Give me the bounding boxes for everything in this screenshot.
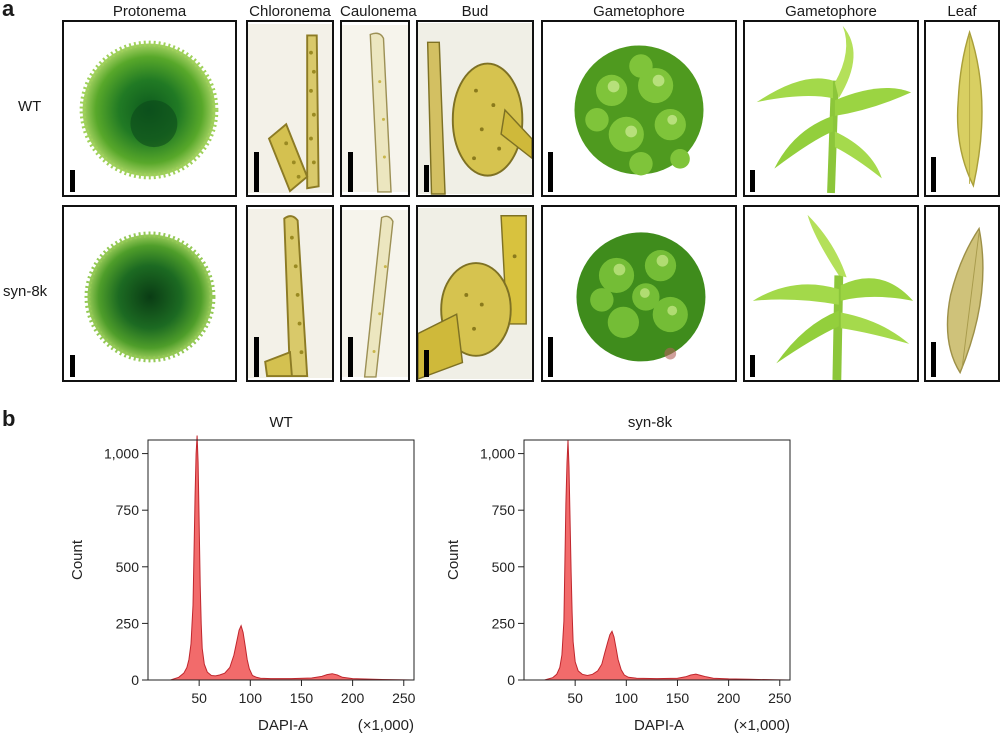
x-axis-label: DAPI-A [258, 717, 308, 734]
image-syn8k-gametophore-cluster [541, 205, 737, 382]
histogram-area [170, 435, 415, 681]
row-label-wt: WT [18, 98, 42, 115]
x-tick-label: 100 [615, 690, 639, 706]
x-tick-label: 50 [191, 690, 207, 706]
histogram-syn-8k: 0 250 500 750 1,000 50 100 150 200 250 Count DAPI-A… [445, 439, 792, 734]
x-tick-label: 200 [717, 690, 741, 706]
x-tick-label: 250 [392, 690, 416, 706]
image-syn8k-caulonema [340, 205, 410, 382]
column-label-protonema: Protonema [112, 3, 187, 20]
scale-bar [931, 157, 936, 192]
scale-bar [70, 170, 75, 192]
image-syn8k-gametophore-single [743, 205, 919, 382]
column-label-chloronema: Chloronema [249, 3, 331, 20]
column-label-gametophore-2: Gametophore [785, 3, 877, 20]
image-syn8k-protonema [62, 205, 237, 382]
scale-bar [254, 337, 259, 377]
y-tick-label: 750 [116, 502, 140, 518]
scale-bar [750, 355, 755, 377]
image-syn8k-leaf [924, 205, 1000, 382]
x-tick-label: 200 [341, 690, 365, 706]
plot-frame [523, 439, 791, 681]
y-tick-label: 250 [492, 615, 516, 631]
column-label-gametophore-1: Gametophore [593, 3, 685, 20]
y-tick-label: 1,000 [104, 446, 139, 462]
x-tick-label: 150 [666, 690, 690, 706]
y-axis-label: Count [69, 539, 86, 580]
y-axis-label: Count [445, 539, 462, 580]
y-tick-label: 500 [492, 559, 516, 575]
y-tick-label: 500 [116, 559, 140, 575]
x-tick-label: 100 [239, 690, 263, 706]
image-wt-leaf [924, 20, 1000, 197]
scale-bar [70, 355, 75, 377]
scale-bar [348, 337, 353, 377]
x-tick-label: 50 [567, 690, 583, 706]
x-tick-label: 150 [290, 690, 314, 706]
scale-bar [548, 152, 553, 192]
histogram-wt: 0 250 500 750 1,000 50 100 150 200 250 Count DAPI-A… [69, 435, 416, 734]
image-wt-protonema [62, 20, 237, 197]
x-axis-label: DAPI-A [634, 717, 684, 734]
y-tick-label: 0 [131, 672, 139, 688]
y-tick-label: 0 [507, 672, 515, 688]
image-wt-chloronema [246, 20, 334, 197]
image-wt-gametophore-cluster [541, 20, 737, 197]
scale-bar [254, 152, 259, 192]
scale-bar [750, 170, 755, 192]
scale-bar [931, 342, 936, 377]
image-wt-bud [416, 20, 534, 197]
histogram-title: WT [269, 414, 293, 431]
image-syn8k-bud [416, 205, 534, 382]
column-label-bud: Bud [461, 3, 489, 20]
column-label-leaf: Leaf [947, 3, 977, 20]
y-tick-label: 750 [492, 502, 516, 518]
scale-bar [548, 337, 553, 377]
panel-b-letter: b [2, 406, 16, 431]
y-tick-label: 1,000 [480, 446, 515, 462]
y-tick-label: 250 [116, 615, 140, 631]
x-axis-unit: (×1,000) [734, 717, 790, 734]
column-label-caulonema: Caulonema [340, 3, 417, 20]
scale-bar [348, 152, 353, 192]
histogram-area [544, 439, 791, 681]
image-syn8k-chloronema [246, 205, 334, 382]
x-axis-unit: (×1,000) [358, 717, 414, 734]
scale-bar [424, 350, 429, 377]
image-wt-gametophore-single [743, 20, 919, 197]
scale-bar [424, 165, 429, 192]
panel-a-letter: a [2, 0, 15, 21]
plot-frame [147, 439, 415, 681]
histogram-title: syn-8k [627, 414, 673, 431]
row-label-syn-8k: syn-8k [3, 283, 48, 300]
x-tick-label: 250 [768, 690, 792, 706]
